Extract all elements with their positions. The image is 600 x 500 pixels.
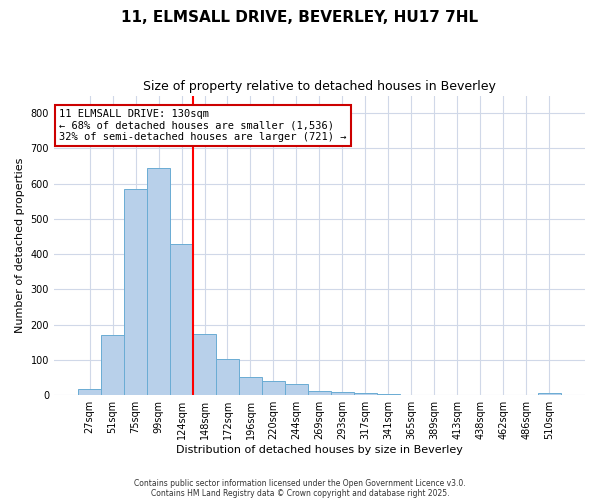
Text: Contains public sector information licensed under the Open Government Licence v3: Contains public sector information licen… — [134, 478, 466, 488]
Bar — [239, 377, 262, 395]
Bar — [216, 359, 239, 395]
Title: Size of property relative to detached houses in Beverley: Size of property relative to detached ho… — [143, 80, 496, 93]
Bar — [193, 334, 216, 395]
Bar — [538, 394, 561, 395]
Bar — [331, 392, 354, 395]
Bar — [124, 189, 147, 395]
Text: 11 ELMSALL DRIVE: 130sqm
← 68% of detached houses are smaller (1,536)
32% of sem: 11 ELMSALL DRIVE: 130sqm ← 68% of detach… — [59, 109, 347, 142]
Bar — [354, 394, 377, 395]
Bar — [262, 381, 285, 395]
Bar — [377, 394, 400, 395]
Bar — [147, 168, 170, 395]
Bar — [170, 244, 193, 395]
Bar — [101, 336, 124, 395]
X-axis label: Distribution of detached houses by size in Beverley: Distribution of detached houses by size … — [176, 445, 463, 455]
Bar — [285, 384, 308, 395]
Text: 11, ELMSALL DRIVE, BEVERLEY, HU17 7HL: 11, ELMSALL DRIVE, BEVERLEY, HU17 7HL — [121, 10, 479, 25]
Bar — [78, 389, 101, 395]
Bar — [308, 391, 331, 395]
Y-axis label: Number of detached properties: Number of detached properties — [15, 158, 25, 333]
Text: Contains HM Land Registry data © Crown copyright and database right 2025.: Contains HM Land Registry data © Crown c… — [151, 488, 449, 498]
